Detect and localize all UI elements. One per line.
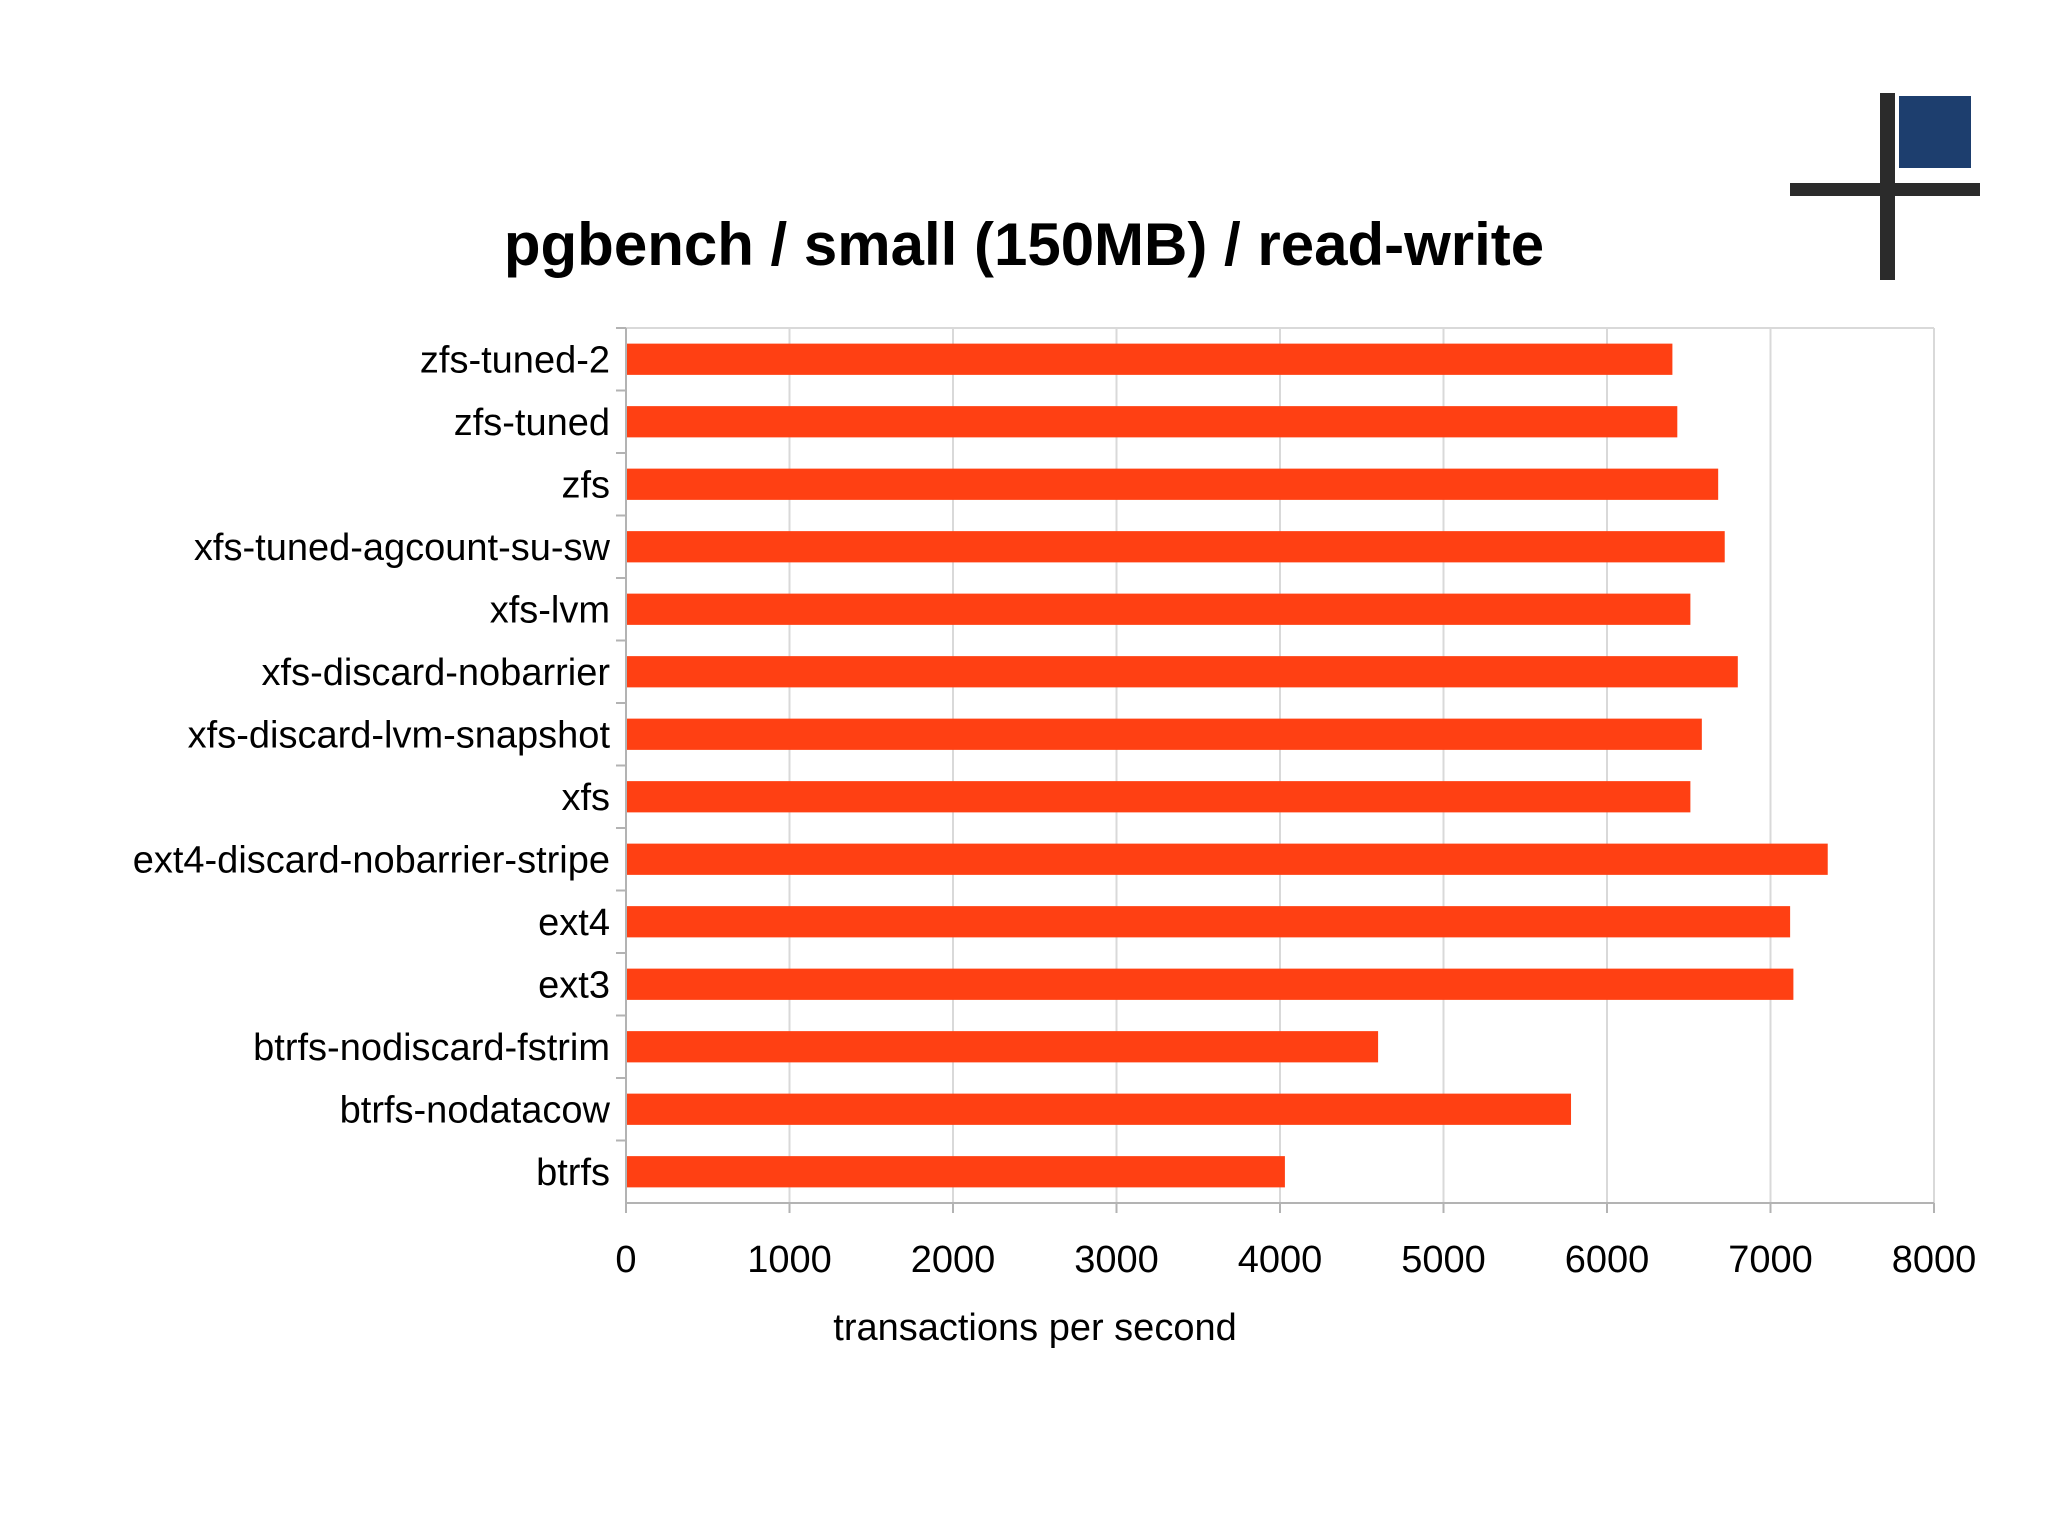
x-tick-label: 5000 xyxy=(1401,1239,1486,1281)
x-tick-label: 8000 xyxy=(1892,1239,1977,1281)
x-tick-label: 3000 xyxy=(1074,1239,1159,1281)
grid-lines xyxy=(625,327,1935,1203)
category-label: zfs-tuned-2 xyxy=(420,339,610,381)
x-axis-title: transactions per second xyxy=(833,1307,1236,1349)
bars xyxy=(626,343,1828,1188)
tick-labels: 0 1000 2000 3000 4000 5000 6000 7000 8000 xyxy=(615,1239,1976,1281)
category-label: xfs-tuned-agcount-su-sw xyxy=(194,527,611,569)
chart-title: pgbench / small (150MB) / read-write xyxy=(503,211,1545,278)
bar-ext4 xyxy=(626,906,1791,938)
category-label: xfs xyxy=(561,777,610,819)
category-label: btrfs-nodatacow xyxy=(340,1089,611,1131)
x-tick-label: 7000 xyxy=(1728,1239,1813,1281)
category-label: xfs-discard-lvm-snapshot xyxy=(188,714,611,756)
bar-zfs xyxy=(626,468,1719,500)
bar-btrfs xyxy=(626,1156,1285,1188)
bar-ext4-discard-nobarrier-stripe xyxy=(626,843,1828,875)
logo-horizontal-bar xyxy=(1790,183,1980,196)
bar-ext3 xyxy=(626,968,1794,1000)
x-tick-label: 6000 xyxy=(1565,1239,1650,1281)
axes xyxy=(616,327,1935,1213)
category-label: btrfs-nodiscard-fstrim xyxy=(253,1027,610,1069)
x-tick-label: 1000 xyxy=(747,1239,832,1281)
category-label: ext3 xyxy=(538,964,610,1006)
category-label: xfs-lvm xyxy=(490,589,610,631)
bar-xfs-discard-nobarrier xyxy=(626,656,1738,688)
category-labels: zfs-tuned-2 zfs-tuned zfs xfs-tuned-agcount… xyxy=(133,339,611,1194)
bar-xfs-tuned-agcount-su-sw xyxy=(626,531,1725,563)
logo-icon xyxy=(1790,93,1980,280)
bar-btrfs-nodiscard-fstrim xyxy=(626,1031,1379,1063)
category-label: ext4-discard-nobarrier-stripe xyxy=(133,839,610,881)
category-label: xfs-discard-nobarrier xyxy=(262,652,611,694)
category-label: zfs-tuned xyxy=(454,402,610,444)
x-tick-label: 2000 xyxy=(911,1239,996,1281)
x-tick-label: 0 xyxy=(615,1239,636,1281)
category-label: btrfs xyxy=(536,1152,610,1194)
bar-btrfs-nodatacow xyxy=(626,1093,1572,1125)
bar-xfs-discard-lvm-snapshot xyxy=(626,718,1702,750)
category-label: ext4 xyxy=(538,902,610,944)
bar-xfs-lvm xyxy=(626,593,1691,625)
x-tick-label: 4000 xyxy=(1238,1239,1323,1281)
bar-zfs-tuned xyxy=(626,406,1678,438)
bar-xfs xyxy=(626,781,1691,813)
bar-zfs-tuned-2 xyxy=(626,343,1673,375)
logo-square xyxy=(1899,96,1971,168)
category-label: zfs xyxy=(561,464,610,506)
